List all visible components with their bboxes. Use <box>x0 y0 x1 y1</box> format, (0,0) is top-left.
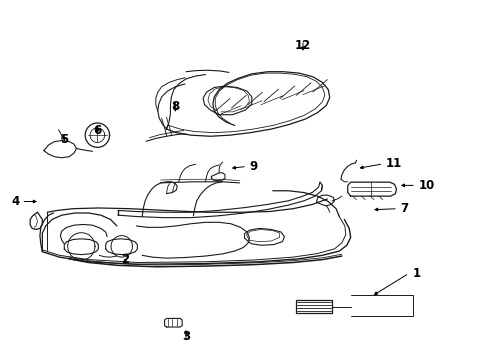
Text: 3: 3 <box>182 330 190 343</box>
Text: 9: 9 <box>249 160 257 173</box>
Text: 12: 12 <box>294 40 310 53</box>
Text: 4: 4 <box>11 195 20 208</box>
Text: 2: 2 <box>121 253 129 266</box>
Text: 10: 10 <box>418 179 434 192</box>
Text: 7: 7 <box>400 202 407 215</box>
Text: 5: 5 <box>60 134 68 147</box>
Text: 1: 1 <box>412 267 420 280</box>
Text: 11: 11 <box>385 157 401 170</box>
Text: 6: 6 <box>93 125 102 138</box>
Text: 8: 8 <box>171 100 179 113</box>
